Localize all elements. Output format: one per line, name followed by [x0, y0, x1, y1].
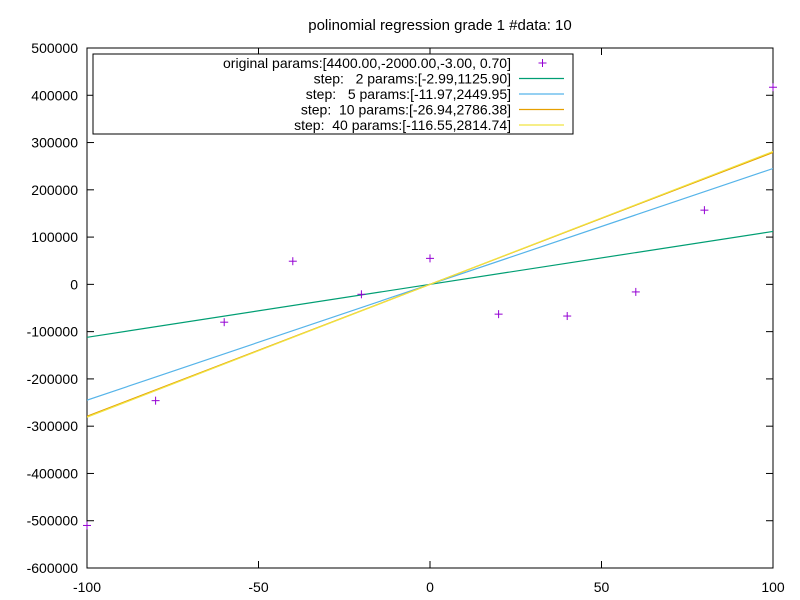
y-tick-label: -300000	[27, 418, 79, 434]
x-tick-label: 0	[426, 579, 434, 595]
y-tick-label: 0	[70, 276, 78, 292]
data-point	[83, 521, 91, 530]
x-tick-label: -100	[73, 579, 101, 595]
y-tick-label: 100000	[31, 229, 78, 245]
y-tick-label: -200000	[27, 371, 79, 387]
legend: original params:[4400.00,-2000.00,-3.00,…	[92, 53, 574, 135]
y-tick-label: -500000	[27, 513, 79, 529]
legend-label: step: 5 params:[-11.97,2449.95]	[306, 86, 511, 102]
data-point	[494, 310, 503, 319]
legend-label: step: 2 params:[-2.99,1125.90]	[314, 71, 511, 87]
data-points	[83, 83, 777, 530]
legend-label: step: 40 params:[-116.55,2814.74]	[294, 117, 511, 133]
legend-label: original params:[4400.00,-2000.00,-3.00,…	[223, 55, 511, 71]
y-tick-label: -400000	[27, 465, 79, 481]
legend-label: step: 10 params:[-26.94,2786.38]	[301, 102, 511, 118]
y-tick-label: 300000	[31, 135, 78, 151]
series-line-4	[87, 150, 773, 418]
data-point	[769, 83, 777, 92]
data-point	[151, 396, 160, 405]
x-tick-label: -50	[248, 579, 268, 595]
y-tick-label: -100000	[27, 324, 79, 340]
y-tick-label: 200000	[31, 182, 78, 198]
data-point	[288, 257, 297, 266]
y-tick-label: 500000	[31, 40, 78, 56]
data-point	[426, 254, 434, 263]
series-lines	[87, 150, 773, 418]
data-point	[563, 312, 572, 321]
data-point	[357, 290, 366, 299]
y-tick-label: -600000	[27, 560, 79, 576]
data-point	[700, 206, 709, 215]
chart-title: polinomial regression grade 1 #data: 10	[308, 17, 572, 34]
y-tick-label: 400000	[31, 87, 78, 103]
x-tick-label: 100	[761, 579, 785, 595]
axis-ticks: -100 -50 0 50 100 -600000 -500000 -400000 -30000…	[27, 40, 785, 595]
legend-box	[92, 53, 574, 135]
data-point	[220, 318, 229, 327]
legend-point-marker	[538, 59, 547, 67]
x-tick-label: 50	[594, 579, 610, 595]
data-point	[631, 287, 640, 296]
